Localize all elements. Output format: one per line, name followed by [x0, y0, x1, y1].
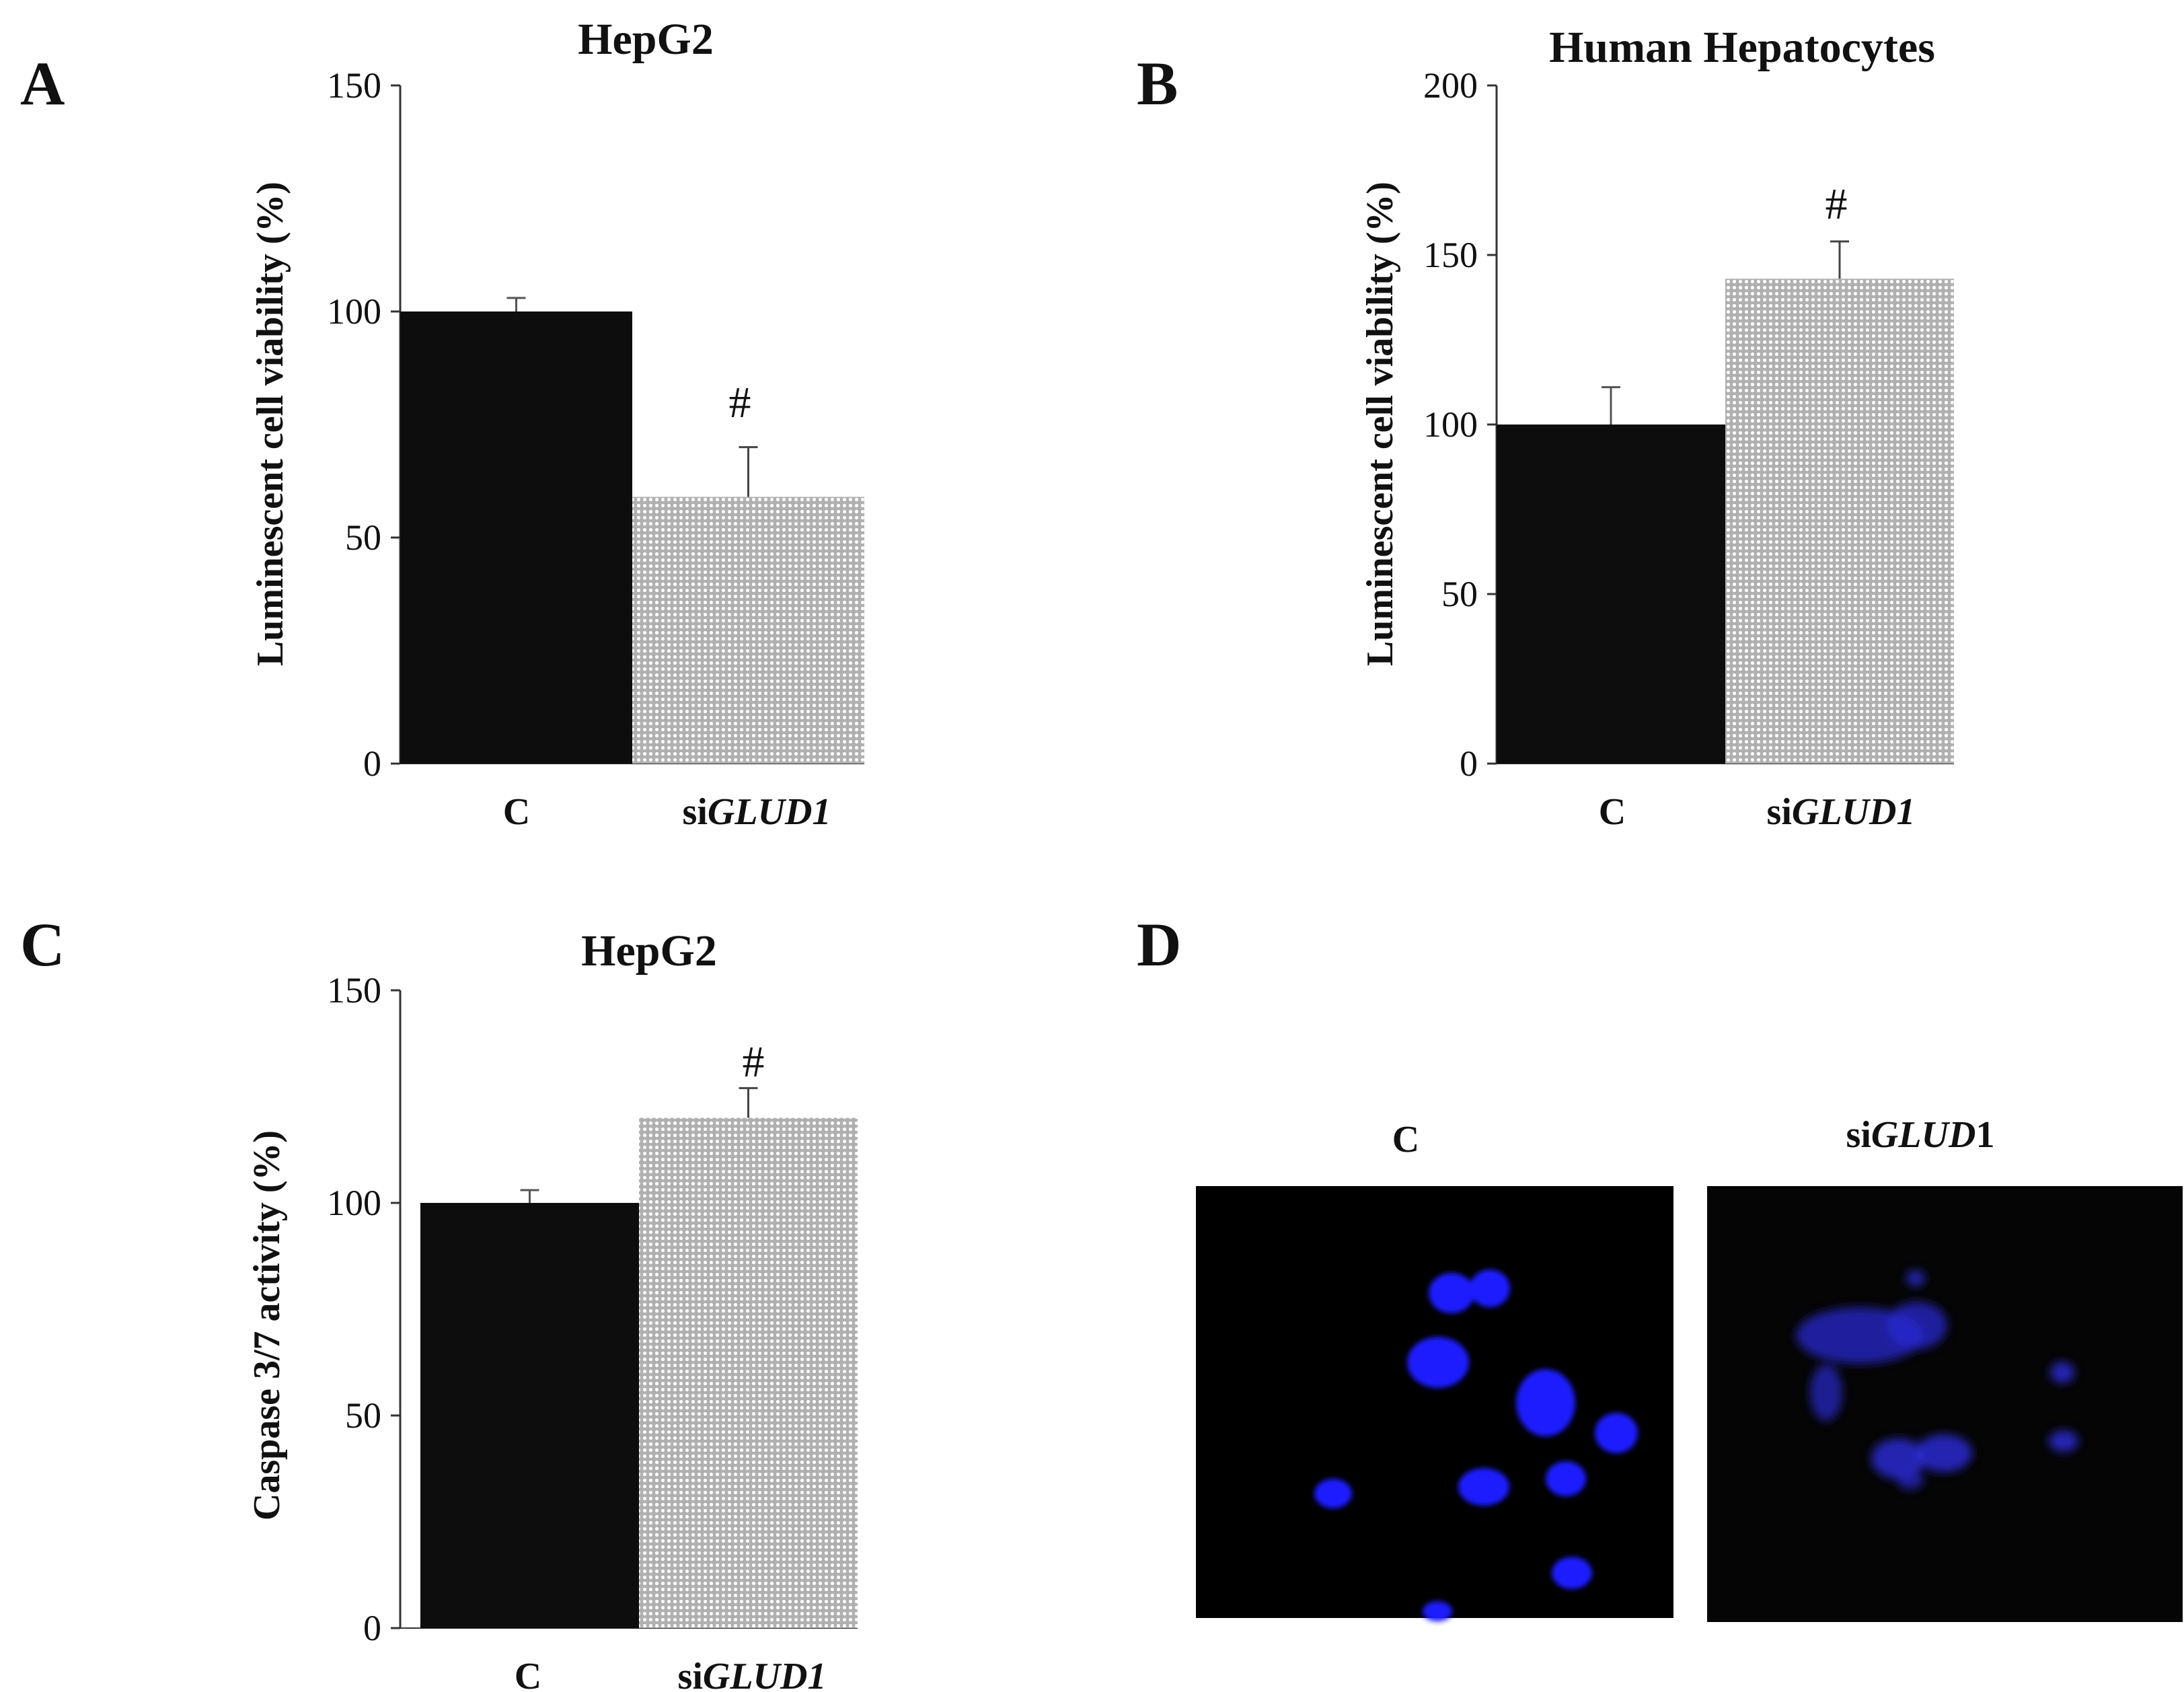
chart-c-y-axis-title: Caspase 3/7 activity (%)	[246, 1130, 288, 1520]
chart-c-y-tick-label: 150	[327, 970, 381, 1010]
panel-letter-c: C	[20, 910, 65, 979]
nucleus	[1423, 1601, 1452, 1621]
micrograph-siglud1-label: siGLUD1	[1846, 1114, 1995, 1156]
chart-c: HepG2 Caspase 3/7 activity (%) # 0 50 100 1…	[246, 926, 858, 1692]
nucleus	[1429, 1273, 1474, 1313]
chart-a-category-label-control: C	[503, 791, 530, 833]
chart-b-y-tick-label: 50	[1441, 574, 1478, 614]
panel-letter-a: A	[20, 49, 65, 118]
chart-c-y-tick-label: 100	[327, 1183, 381, 1223]
nucleus	[1916, 1434, 1972, 1472]
chart-c-bar-siglud1	[639, 1117, 858, 1628]
chart-b-y-tick-label: 150	[1423, 235, 1478, 275]
chart-b-y-tick-label: 100	[1423, 404, 1478, 445]
chart-b-bar-control	[1497, 425, 1725, 764]
nucleus	[2050, 1362, 2074, 1383]
micrograph-siglud1	[1707, 1186, 2183, 1622]
micrograph-c-background	[1196, 1186, 1673, 1618]
chart-a-y-tick-label: 50	[345, 517, 381, 558]
nucleus	[1546, 1461, 1586, 1496]
nucleus	[1595, 1413, 1638, 1453]
chart-c-bar-control	[420, 1203, 639, 1628]
micrograph-c	[1196, 1186, 1673, 1621]
chart-c-category-label-siglud1: siGLUD1	[678, 1656, 827, 1692]
chart-c-significance-mark: #	[743, 1037, 765, 1087]
chart-b-y-tick-label: 0	[1460, 743, 1478, 784]
chart-a-bar-siglud1	[632, 496, 864, 764]
panel-letter-d: D	[1137, 910, 1181, 979]
nucleus	[1314, 1479, 1352, 1508]
chart-b-bar-siglud1	[1725, 279, 1954, 764]
panel-letter-b: B	[1137, 49, 1178, 118]
chart-a-significance-mark: #	[729, 378, 751, 427]
chart-b-y-axis-title: Luminescent cell viability (%)	[1359, 182, 1401, 666]
nucleus	[1810, 1364, 1842, 1421]
nucleus	[1552, 1557, 1592, 1589]
nucleus	[1516, 1369, 1575, 1436]
panel-d: C siGLUD1	[1196, 1114, 2183, 1622]
chart-a-y-tick-label: 100	[327, 291, 381, 332]
micrograph-c-label: C	[1392, 1119, 1419, 1161]
chart-a-title: HepG2	[578, 15, 714, 64]
nucleus	[1887, 1302, 1947, 1349]
chart-a-y-tick-label: 0	[363, 743, 381, 784]
chart-a: HepG2 Luminescent cell viability (%) # 0…	[250, 15, 864, 833]
nucleus	[2049, 1430, 2078, 1452]
chart-b-category-label-siglud1: siGLUD1	[1767, 791, 1916, 833]
chart-c-title: HepG2	[581, 926, 717, 976]
chart-c-category-label-control: C	[515, 1656, 541, 1692]
chart-a-category-label-siglud1: siGLUD1	[683, 791, 831, 833]
chart-b-title: Human Hepatocytes	[1549, 23, 1935, 72]
chart-c-y-tick-label: 50	[345, 1395, 381, 1436]
chart-b-significance-mark: #	[1825, 180, 1848, 229]
chart-b-y-tick-label: 200	[1423, 65, 1478, 106]
nucleus	[1470, 1270, 1510, 1307]
micrograph-siglud1-background	[1707, 1186, 2183, 1622]
nucleus	[1871, 1438, 1925, 1479]
nucleus	[1407, 1337, 1469, 1388]
chart-a-y-tick-label: 150	[327, 65, 381, 106]
nucleus	[1906, 1270, 1925, 1286]
chart-b-category-label-control: C	[1599, 791, 1626, 833]
chart-a-bar-control	[400, 311, 632, 764]
nucleus	[1897, 1471, 1924, 1489]
nucleus	[1458, 1468, 1509, 1506]
chart-c-y-tick-label: 0	[363, 1608, 381, 1648]
chart-b: Human Hepatocytes Luminescent cell viabi…	[1359, 23, 1954, 833]
chart-a-y-axis-title: Luminescent cell viability (%)	[250, 182, 291, 666]
